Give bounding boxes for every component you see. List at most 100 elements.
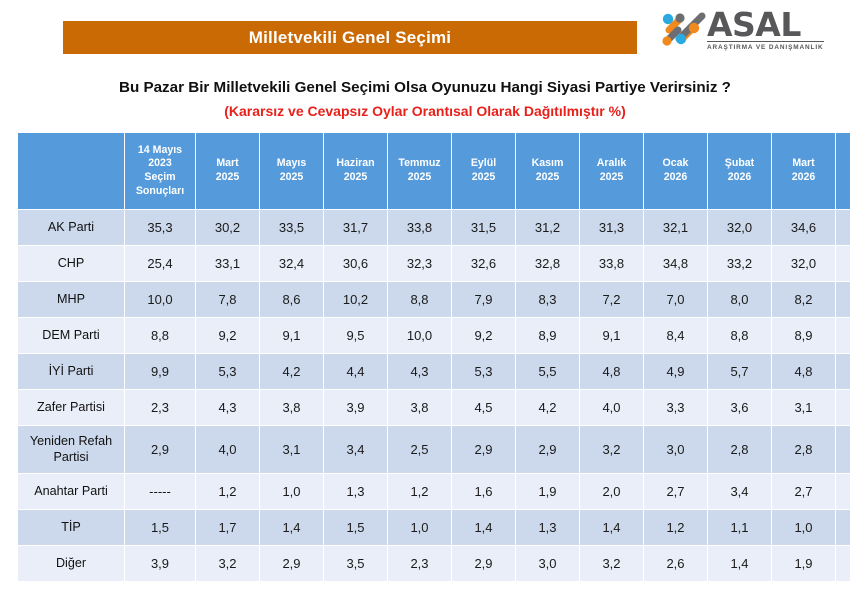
header-cell-month-7: Kasım 2025 [515,132,580,210]
header-cell-month-5: Temmuz 2025 [387,132,452,210]
header-cell-line: Mart [792,157,815,170]
row-value-cell: 3,9 [323,389,388,426]
row-value-cell: 2,9 [515,425,580,474]
row-value-cell: 1,0 [771,509,836,546]
row-value-cell: 1,5 [124,509,196,546]
row-value-cell: 8,8 [124,317,196,354]
header-cell-line: 2026 [663,171,688,183]
row-value-cell: 31,2 [515,209,580,246]
header-cell-line: Seçim [144,171,176,183]
row-value-cell: 3,1 [259,425,324,474]
question-block: Bu Pazar Bir Milletvekili Genel Seçimi O… [0,78,850,120]
row-value-cell: 4,8 [579,353,644,390]
header-cell-average: Ortalama [835,132,850,210]
row-value-cell: 2,5 [387,425,452,474]
row-value-cell: 32,6 [451,245,516,282]
row-value-cell: 9,2 [195,317,260,354]
header-cell-line: Şubat [724,157,755,170]
header-cell-month-4: Haziran 2025 [323,132,388,210]
row-value-cell: 2,9 [451,425,516,474]
row-value-cell: 4,3 [195,389,260,426]
row-value-cell: ----- [124,473,196,510]
row-value-cell: 5,7 [707,353,772,390]
row-value-cell: 7,2 [579,281,644,318]
row-value-cell: 10,0 [124,281,196,318]
row-value-cell: 1,1 [707,509,772,546]
row-value-cell: 3,9 [124,545,196,582]
row-value-cell: 1,4 [451,509,516,546]
row-value-cell: 32,1 [643,209,708,246]
header-cell-line: 2025 [279,171,304,183]
row-party-label: Yeniden Refah Partisi [17,425,125,474]
row-value-cell: 4,2 [515,389,580,426]
header-cell-line: 2025 [471,171,496,183]
header-cell-line: Kasım [531,157,564,170]
row-value-cell: 34,6 [771,209,836,246]
header-cell-month-6: Eylül 2025 [451,132,516,210]
table-row: Yeniden Refah Partisi 2,9 4,0 3,1 3,4 2,5 2,9 2… [17,425,850,474]
row-value-cell: 2,8 [771,425,836,474]
row-value-cell: 3,4 [707,473,772,510]
question-main-text: Bu Pazar Bir Milletvekili Genel Seçimi O… [119,79,731,96]
row-value-cell: 1,2 [387,473,452,510]
header-cell-month-3: Mayıs 2025 [259,132,324,210]
row-value-cell: 2,0 [579,473,644,510]
asal-logo-tagline: ARAŞTIRMA VE DANIŞMANLIK [707,41,824,51]
row-value-cell: 4,5 [451,389,516,426]
row-value-cell: 32,0 [771,245,836,282]
row-value-cell: 1,0 [387,509,452,546]
row-average-cell: 3,9 [835,389,850,426]
row-value-cell: 3,1 [771,389,836,426]
header-cell-month-11: Mart 2026 [771,132,836,210]
row-value-cell: 5,5 [515,353,580,390]
table-row: AK Parti 35,3 30,2 33,5 31,7 33,8 31,5 31,2 31,3… [17,209,850,246]
poll-table-head: 14 Mayıs 2023 Seçim Sonuçları Mart 2025 Mayıs 2… [17,132,850,210]
header-cell-month-2: Mart 2025 [195,132,260,210]
poll-table-container: 14 Mayıs 2023 Seçim Sonuçları Mart 2025 Mayıs 2… [17,132,850,582]
row-value-cell: 4,2 [259,353,324,390]
row-value-cell: 2,8 [707,425,772,474]
row-value-cell: 1,0 [259,473,324,510]
row-value-cell: 4,0 [195,425,260,474]
asal-logo-wordmark: ASAL [707,5,801,44]
row-value-cell: 2,7 [643,473,708,510]
row-value-cell: 4,0 [579,389,644,426]
row-value-cell: 8,9 [771,317,836,354]
row-value-cell: 9,2 [451,317,516,354]
row-value-cell: 1,4 [579,509,644,546]
table-row: DEM Parti 8,8 9,2 9,1 9,5 10,0 9,2 8,9 9,1 8,4 8,8… [17,317,850,354]
row-value-cell: 2,9 [124,425,196,474]
row-value-cell: 8,9 [515,317,580,354]
row-party-label: Diğer [17,545,125,582]
row-party-label: TİP [17,509,125,546]
header-cell-line: 2025 [215,171,240,183]
table-row: Zafer Partisi 2,3 4,3 3,8 3,9 3,8 4,5 4,2 4,0 3,3… [17,389,850,426]
table-row: İYİ Parti 9,9 5,3 4,2 4,4 4,3 5,3 5,5 4,8 4,9 5,7 4… [17,353,850,390]
header-cell-party [17,132,125,210]
row-value-cell: 4,4 [323,353,388,390]
table-row: Diğer3,93,22,93,52,32,93,03,22,61,41,92,… [17,545,850,582]
poll-table-body: AK Parti 35,3 30,2 33,5 31,7 33,8 31,5 31,2 31,3… [17,209,850,582]
row-average-cell: 9,1 [835,317,850,354]
row-value-cell: 8,2 [771,281,836,318]
row-value-cell: 32,0 [707,209,772,246]
row-value-cell: 8,4 [643,317,708,354]
header-cell-line: 2026 [727,171,752,183]
row-value-cell: 3,0 [515,545,580,582]
header-cell-line: 2023 [148,157,172,170]
row-value-cell: 4,9 [643,353,708,390]
header-cell-line: 2025 [535,171,560,183]
row-value-cell: 2,3 [387,545,452,582]
header-cell-line: Mart [216,157,239,170]
row-average-cell: 1,3 [835,509,850,546]
row-value-cell: 9,1 [259,317,324,354]
question-sub-text: (Kararsız ve Cevapsız Oylar Orantısal Ol… [224,102,626,119]
row-party-label: Anahtar Parti [17,473,125,510]
row-value-cell: 4,3 [387,353,452,390]
row-value-cell: 35,3 [124,209,196,246]
row-value-cell: 33,5 [259,209,324,246]
row-value-cell: 1,6 [451,473,516,510]
row-value-cell: 3,6 [707,389,772,426]
row-value-cell: 2,3 [124,389,196,426]
table-row: Anahtar Parti ----- 1,2 1,0 1,3 1,2 1,6 1,9 2,0 2… [17,473,850,510]
